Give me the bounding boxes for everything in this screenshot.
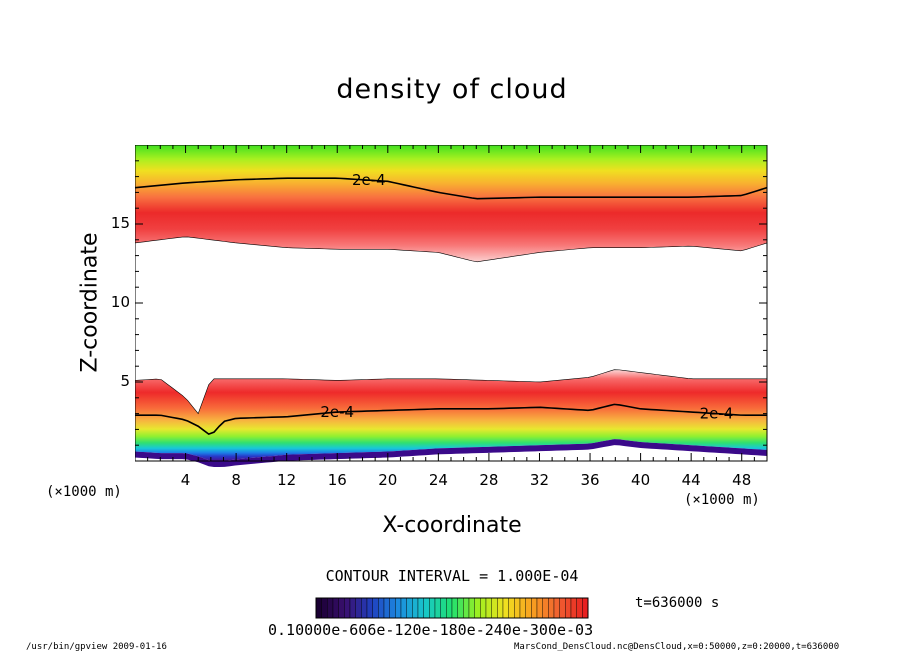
colorbar-swatch (491, 597, 498, 619)
colorbar-swatch (332, 597, 339, 619)
colorbar-swatch (412, 597, 419, 619)
colorbar-swatch (315, 597, 322, 619)
colorbar-swatch (349, 597, 356, 619)
colorbar-swatch (429, 597, 436, 619)
x-tick-label: 48 (732, 471, 751, 485)
colorbar-swatch (508, 597, 515, 619)
colorbar-swatch (457, 597, 464, 619)
contour-line-upper-2e-4 (135, 177, 768, 200)
y-axis-label: Z-coordinate (77, 232, 103, 373)
colorbar-swatch (497, 597, 504, 619)
y-tick-label: 15 (110, 214, 130, 232)
colorbar-swatch (440, 597, 447, 619)
colorbar-swatch (559, 597, 566, 619)
x-tick-label: 28 (479, 471, 498, 485)
footer-program: /usr/bin/gpview 2009-01-16 (26, 642, 167, 652)
contour-label-upper: 2e-4 (352, 171, 386, 189)
colorbar-swatch (485, 597, 492, 619)
colorbar-swatch (355, 597, 362, 619)
colorbar-swatch (553, 597, 560, 619)
contour-line-lower-2e-4 (135, 403, 767, 436)
contour-line-upper-base (135, 236, 768, 263)
colorbar-swatch (361, 597, 368, 619)
x-tick-label: 8 (231, 471, 241, 485)
y-tick-label: 5 (120, 372, 130, 390)
lower-layer-dense-base (135, 439, 767, 467)
footer-source: MarsCond_DensCloud.nc@DensCloud,x=0:5000… (514, 642, 840, 652)
colorbar-swatch (474, 597, 481, 619)
colorbar-swatch (525, 597, 532, 619)
contour-line-lower-top (135, 369, 767, 415)
colorbar-swatch (378, 597, 385, 619)
contour-label-lower-right: 2e-4 (700, 405, 734, 423)
colorbar-swatch (395, 597, 402, 619)
colorbar-swatch (321, 597, 328, 619)
x-axis-label: X-coordinate (382, 513, 522, 538)
x-tick-label: 36 (580, 471, 599, 485)
x-tick-label: 16 (328, 471, 347, 485)
contour-label-lower-left: 2e-4 (320, 403, 354, 421)
colorbar-swatch (565, 597, 572, 619)
colorbar-swatch (366, 597, 373, 619)
colorbar-swatch (570, 597, 577, 619)
x-tick-label: 24 (429, 471, 448, 485)
colorbar-swatch (536, 597, 543, 619)
colorbar-swatch (423, 597, 430, 619)
contour-interval-label: CONTOUR INTERVAL = 1.000E-04 (325, 567, 579, 585)
colorbar-swatch (451, 597, 458, 619)
y-tick-label: 10 (110, 293, 130, 311)
x-tick-label: 4 (181, 471, 191, 485)
x-tick-label: 12 (277, 471, 296, 485)
time-label: t=636000 s (635, 595, 720, 611)
colorbar-swatch (463, 597, 470, 619)
colorbar-swatch (542, 597, 549, 619)
colorbar-swatch (338, 597, 345, 619)
colorbar-tick-labels: 0.10000e-606e-120e-180e-240e-300e-03 (268, 621, 594, 639)
colorbar-swatch (576, 597, 583, 619)
colorbar-swatch (417, 597, 424, 619)
colorbar-swatch (468, 597, 475, 619)
chart-title: density of cloud (336, 74, 568, 105)
colorbar-swatch (519, 597, 526, 619)
colorbar-swatch (446, 597, 453, 619)
x-tick-label: 32 (530, 471, 549, 485)
colorbar-swatch (480, 597, 487, 619)
x-unit-label-right: (×1000 m) (684, 492, 760, 508)
lower-cloud-layer (135, 369, 767, 461)
colorbar-swatch (400, 597, 407, 619)
colorbar-swatch (383, 597, 390, 619)
colorbar-swatch (406, 597, 413, 619)
x-tick-label: 20 (378, 471, 397, 485)
upper-cloud-layer (135, 145, 767, 262)
colorbar-frame (315, 597, 589, 619)
colorbar-swatch (327, 597, 334, 619)
x-tick-label: 44 (682, 471, 701, 485)
x-unit-label-left: (×1000 m) (46, 484, 122, 500)
colorbar-swatch (548, 597, 555, 619)
colorbar-swatch (372, 597, 379, 619)
contour-plot: 2e-42e-4 2e-44 8 12 16 20 24 28 32 36 40 44 48 (135, 145, 768, 485)
colorbar-swatch (514, 597, 521, 619)
colorbar (315, 597, 589, 619)
colorbar-swatch (344, 597, 351, 619)
colorbar-swatch (582, 597, 589, 619)
colorbar-swatch (389, 597, 396, 619)
colorbar-swatch (434, 597, 441, 619)
colorbar-swatch (502, 597, 509, 619)
colorbar-swatch (531, 597, 538, 619)
x-tick-label: 40 (631, 471, 650, 485)
